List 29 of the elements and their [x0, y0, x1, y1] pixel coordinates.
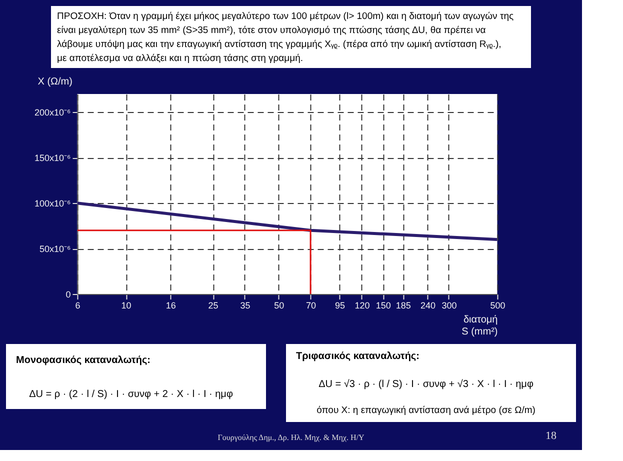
x-axis-title: διατομή S (mm²)	[462, 314, 498, 338]
text: 18	[546, 430, 557, 442]
text: Μονοφασικός καταναλωτής:	[16, 355, 151, 366]
text: όπου X: η επαγωγική αντίσταση ανά μέτρο (σε Ω/m)	[316, 405, 536, 416]
y-tick-label: 100x10⁻⁶	[34, 198, 72, 209]
text: Τριφασικός καταναλωτής:	[296, 351, 420, 362]
x-tick-label: 150	[376, 300, 391, 310]
text: ΔU = ρ · (2 · l / S) · I · συνφ + 2 · X · l · I · ημφ	[29, 389, 234, 400]
x-tick-label: 16	[166, 300, 176, 310]
x-tick-label: 25	[208, 300, 218, 310]
y-axis-title: X (Ω/m)	[38, 76, 72, 88]
x-tick-label: 35	[240, 300, 250, 310]
x-tick-label: 50	[274, 300, 284, 310]
text: ΔU = √3 · ρ · (l / S) · I · συνφ + √3 · X · l · I · ημφ	[318, 379, 534, 390]
x-tick-label: 300	[442, 300, 457, 310]
chart-title: ΠΡΟΣΟΧΗ: Όταν η γραμμή έχει μήκος μεγαλύτερο των 100 μέτρων (l> 100m) και η διατομή των αγωγών της είναι μεγαλύτερη των 35 mm² (S>35 mm²), τότε στον υπολογισμό της πτώσης τάσης ΔU, θα πρέπει να λάβουμε υπόψη μας και την επαγωγική αντίσταση της γραμμής Xᵧᵨ. (πέρα από την ωμική αντίσταση Rᵧᵨ.), με αποτέλεσμα να αλλάξει και η πτώση τάσης στη γραμμή.	[57, 11, 514, 64]
x-tick-label: 120	[354, 300, 370, 310]
x-tick-label: 95	[335, 300, 346, 310]
x-tick-label: 6	[75, 300, 80, 310]
x-tick-label: 70	[306, 300, 316, 310]
x-tick-label: 500	[490, 300, 506, 310]
x-tick-label: 10	[121, 300, 132, 310]
y-tick-label: 150x10⁻⁶	[34, 153, 72, 164]
x-tick-label: 240	[420, 300, 436, 310]
y-tick-label: 200x10⁻⁶	[34, 108, 72, 118]
y-tick-label: 50x10⁻⁶	[40, 244, 72, 254]
text: Γουργούλης Δημ., Δρ. Ηλ. Μηχ. & Μηχ. Η/Υ	[218, 433, 364, 442]
y-tick-label: 0	[66, 290, 71, 300]
x-tick-label: 185	[396, 300, 411, 310]
